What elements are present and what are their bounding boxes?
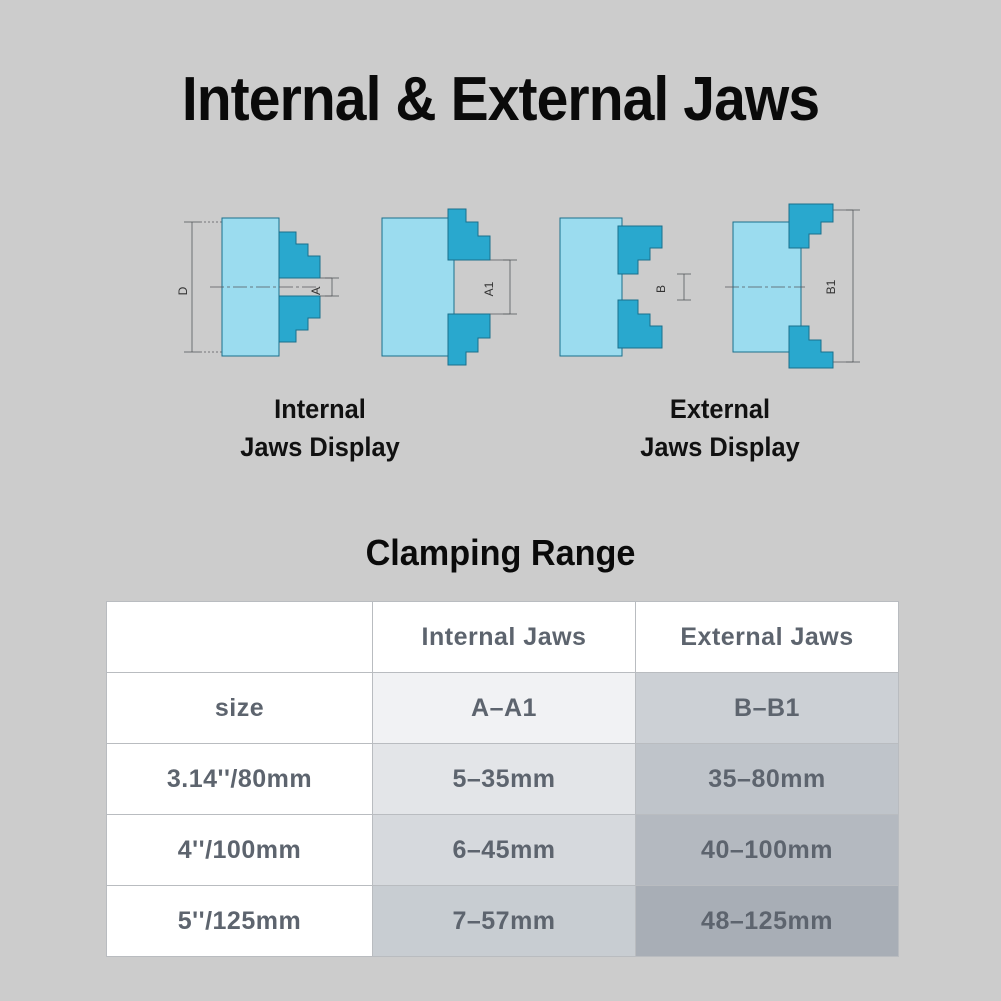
clamping-range-table: Internal Jaws External Jaws size A–A1 B–… [106,601,899,957]
table-row: 3.14''/80mm 5–35mm 35–80mm [106,743,899,815]
table-header-blank [106,601,373,673]
chuck-body [559,217,623,357]
cell-size: size [106,672,373,744]
caption-internal: Internal Jaws Display [179,390,461,466]
cell-external: 40–100mm [635,814,899,886]
table-header-row: Internal Jaws External Jaws [106,601,899,673]
section-title-clamping-range: Clamping Range [365,532,636,573]
diagram-external-b: B [550,196,725,376]
caption-internal-line2: Jaws Display [240,432,400,462]
caption-internal-line1: Internal [274,394,366,424]
cell-size: 3.14''/80mm [106,743,373,815]
dimension-b [677,273,691,301]
cell-internal: 6–45mm [372,814,636,886]
cell-internal: 7–57mm [372,885,636,957]
jaw-upper [788,203,834,249]
dimension-label-d: D [176,286,190,295]
caption-external-line1: External [669,394,771,424]
dimension-a [320,277,339,297]
chuck-body [381,217,455,357]
jaw-lower [617,299,663,349]
cell-external: 48–125mm [635,885,899,957]
cell-size: 4''/100mm [106,814,373,886]
table-row: 5''/125mm 7–57mm 48–125mm [106,885,899,957]
table-header-internal: Internal Jaws [372,601,636,673]
cell-external: 35–80mm [635,743,899,815]
table-row: size A–A1 B–B1 [106,672,899,744]
caption-external-line2: Jaws Display [640,432,800,462]
jaw-diagram-strip: D A [170,196,890,376]
cell-external: B–B1 [635,672,899,744]
dimension-label-b: B [654,285,668,293]
dimension-label-b1: B1 [824,279,838,294]
cell-internal: 5–35mm [372,743,636,815]
jaw-lower [278,295,321,343]
page-title: Internal & External Jaws [181,65,820,134]
table-header-external: External Jaws [635,601,899,673]
dimension-a1 [490,259,517,315]
jaw-upper [278,231,321,279]
dimension-label-a1: A1 [482,281,496,296]
diagram-external-b1: B1 [725,196,890,376]
dimension-b1 [833,209,860,363]
jaw-upper [617,225,663,275]
diagram-internal-a1: A1 [370,196,550,376]
caption-external: External Jaws Display [579,390,861,466]
dimension-label-a: A [309,287,323,295]
jaw-upper [447,208,491,261]
jaw-lower [788,325,834,369]
cell-internal: A–A1 [372,672,636,744]
cell-size: 5''/125mm [106,885,373,957]
diagram-internal-d-a: D A [170,196,370,376]
table-row: 4''/100mm 6–45mm 40–100mm [106,814,899,886]
diagram-captions: Internal Jaws Display External Jaws Disp… [0,390,1001,470]
